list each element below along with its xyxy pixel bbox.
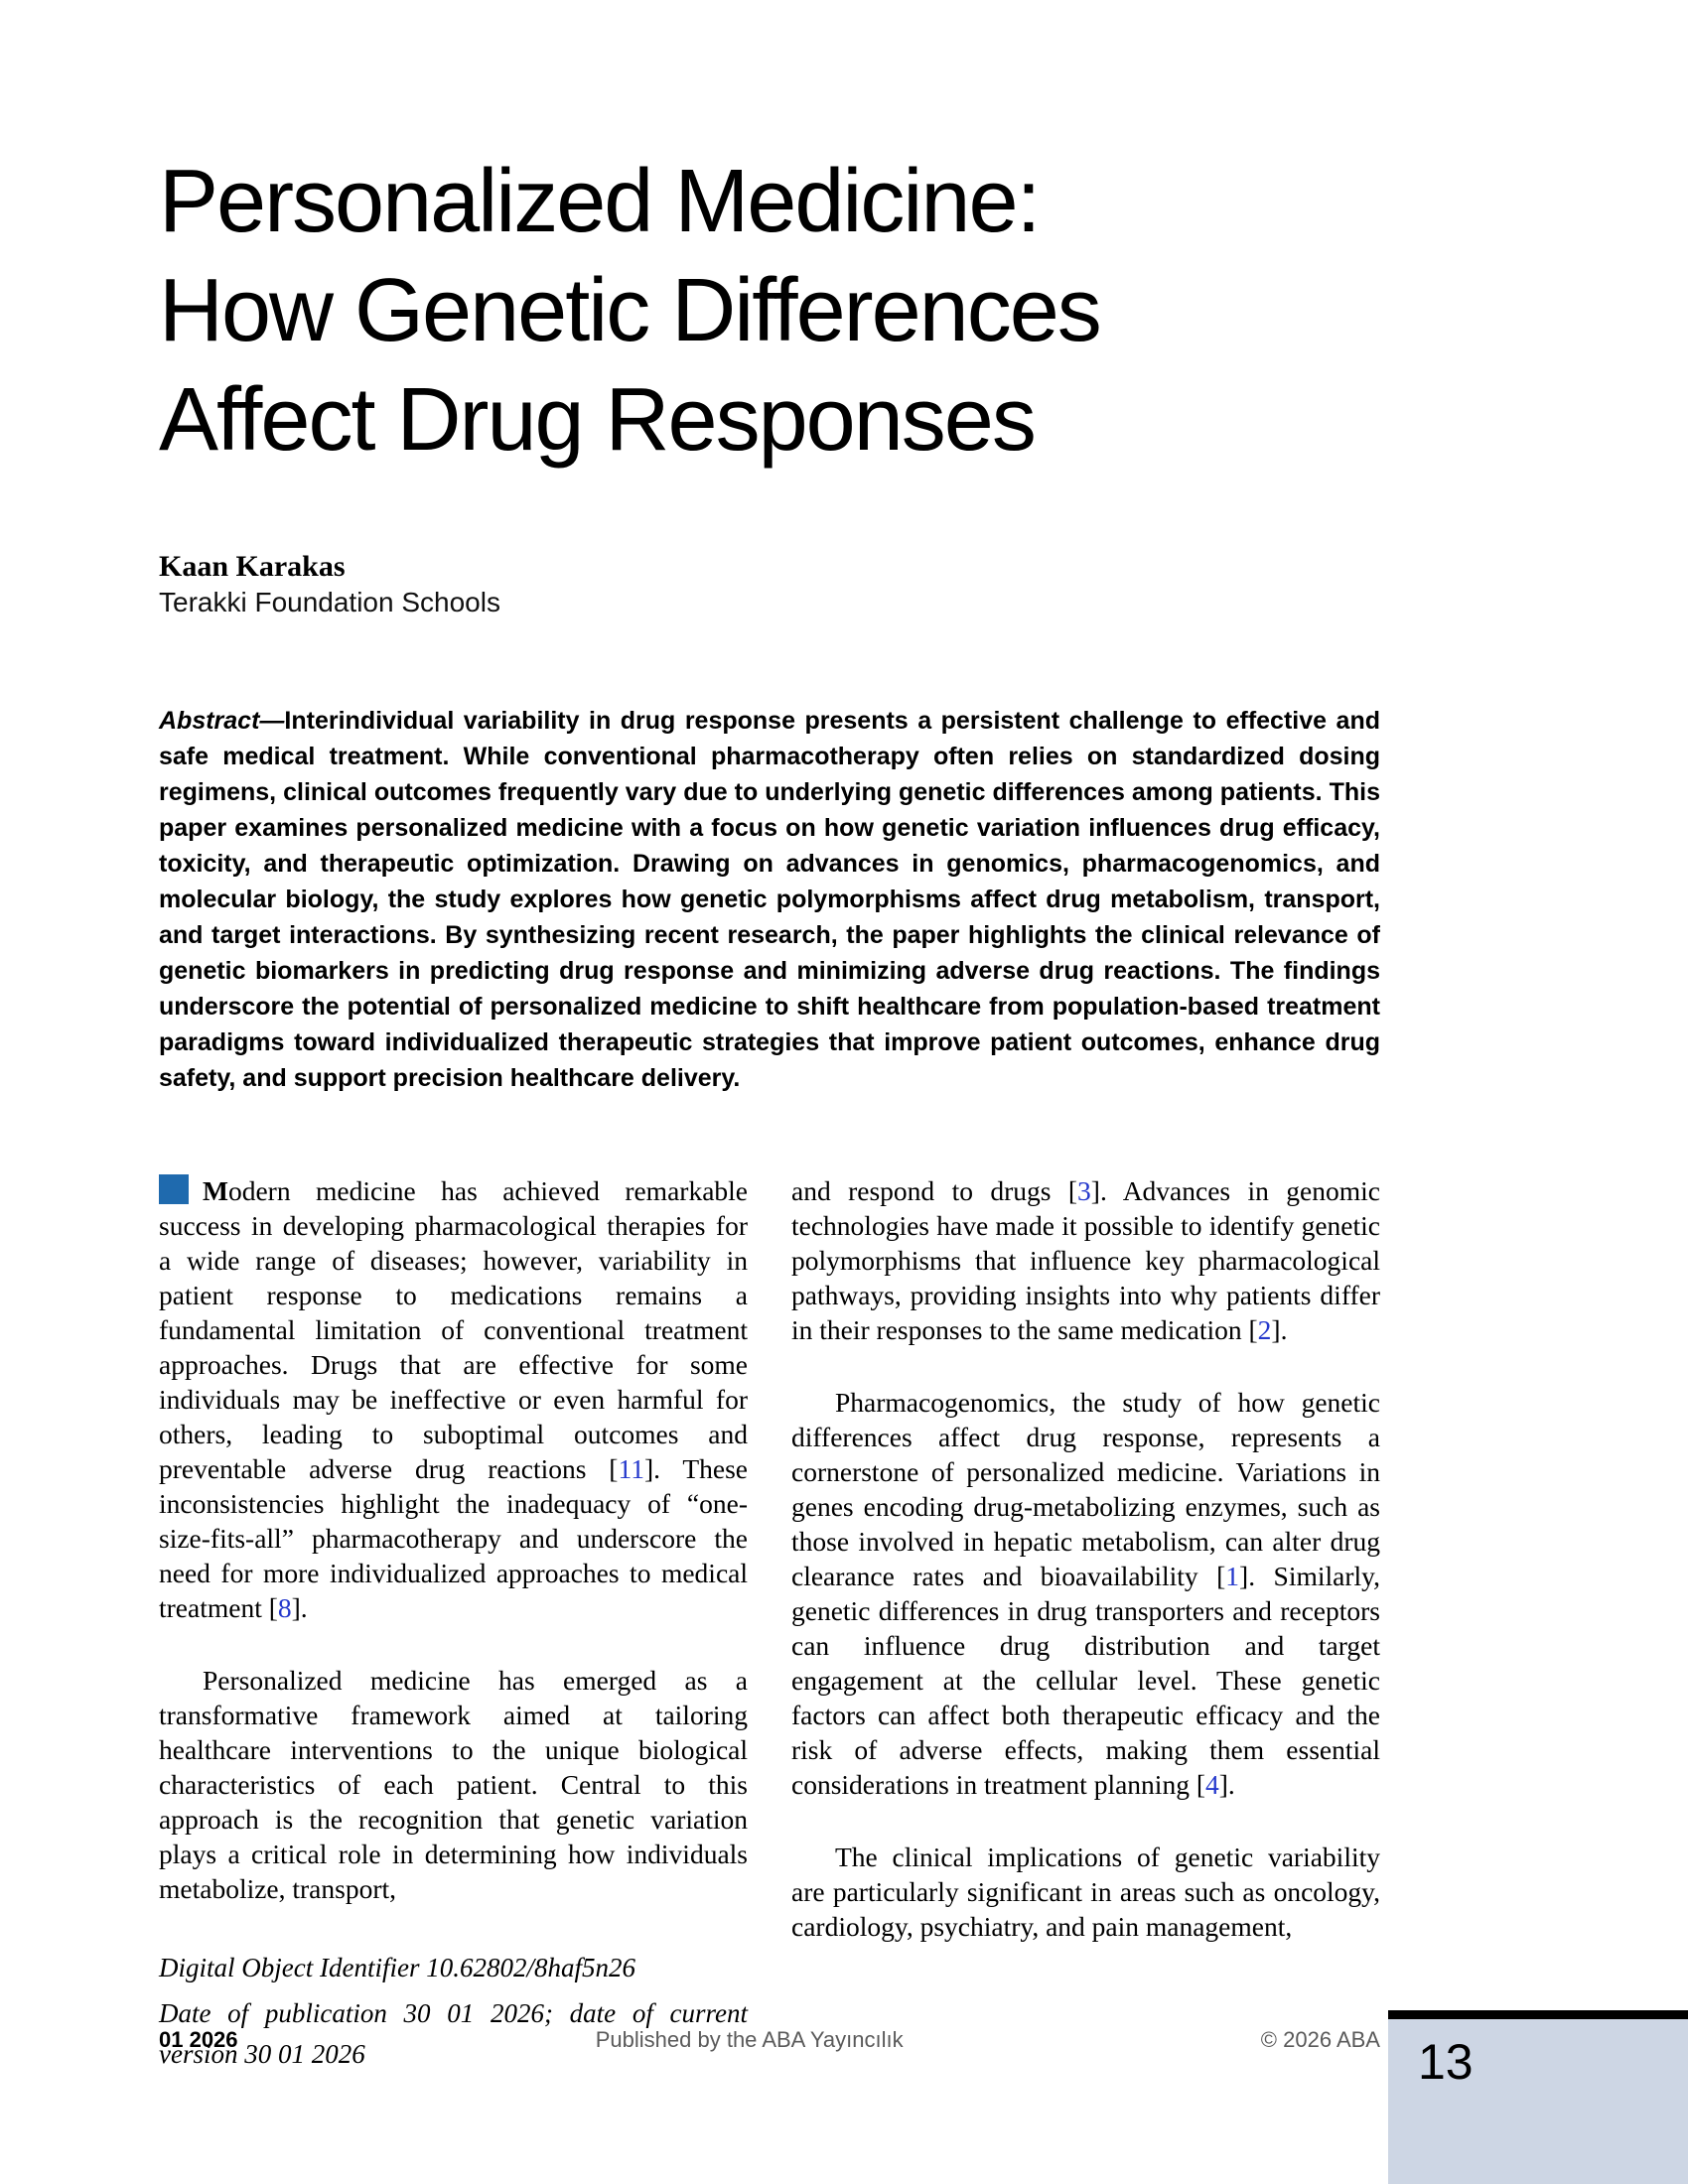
text-segment: and respond to drugs [ xyxy=(791,1175,1078,1206)
body-paragraph: Pharmacogenomics, the study of how genet… xyxy=(791,1385,1380,1802)
body-paragraph: Modern medicine has achieved remarkable … xyxy=(159,1173,748,1625)
paper-content: Personalized Medicine: How Genetic Diffe… xyxy=(159,152,1380,2080)
text-segment: ]. xyxy=(291,1592,308,1623)
abstract-label: Abstract— xyxy=(159,707,285,735)
citation-link[interactable]: 1 xyxy=(1225,1561,1240,1591)
page-number: 13 xyxy=(1418,2034,1474,2090)
text-segment: M xyxy=(203,1175,228,1206)
text-segment: ]. These inconsistencies highlight the i… xyxy=(159,1453,749,1623)
citation-link[interactable]: 3 xyxy=(1077,1175,1091,1206)
abstract: Abstract—Interindividual variability in … xyxy=(159,703,1380,1096)
citation-link[interactable]: 11 xyxy=(618,1453,644,1484)
page-title: Personalized Medicine: How Genetic Diffe… xyxy=(159,152,1102,470)
text-segment: ]. Similarly, genetic differences in dru… xyxy=(791,1561,1380,1800)
abstract-text: Interindividual variability in drug resp… xyxy=(159,707,1380,1092)
right-column: and respond to drugs [3]. Advances in ge… xyxy=(791,1173,1380,2080)
citation-link[interactable]: 8 xyxy=(277,1592,292,1623)
page-number-box: 13 xyxy=(1388,2010,1688,2184)
author-affiliation: Terakki Foundation Schools xyxy=(159,587,500,617)
footer-copyright: © 2026 ABA xyxy=(1260,2027,1380,2052)
body-paragraph: Personalized medicine has emerged as a t… xyxy=(159,1665,748,1904)
body-columns: Modern medicine has achieved remarkable … xyxy=(159,1173,1380,2080)
page-footer: 01 2026 Published by the ABA Yayıncılık … xyxy=(159,2027,1380,2053)
paragraph-text: and respond to drugs [3]. Advances in ge… xyxy=(791,1175,1380,1345)
paragraph-start-marker-icon xyxy=(159,1174,189,1204)
paragraph-text: Modern medicine has achieved remarkable … xyxy=(159,1175,748,1623)
citation-link[interactable]: 2 xyxy=(1257,1314,1272,1345)
footer-publisher: Published by the ABA Yayıncılık xyxy=(595,2027,904,2052)
doi-line: Digital Object Identifier 10.62802/8haf5… xyxy=(159,1953,635,1982)
footer-issue-date: 01 2026 xyxy=(159,2027,238,2052)
text-segment: odern medicine has achieved remarkable s… xyxy=(159,1175,748,1484)
publication-date-line: Date of publication 30 01 2026; date of … xyxy=(159,1998,748,2069)
body-paragraph: The clinical implications of genetic var… xyxy=(791,1842,1380,1942)
first-page-footnote: Digital Object Identifier 10.62802/8haf5… xyxy=(159,1948,748,2075)
author-block: Kaan Karakas Terakki Foundation Schools xyxy=(159,548,1380,619)
body-paragraph: and respond to drugs [3]. Advances in ge… xyxy=(791,1173,1380,1347)
text-segment: Pharmacogenomics, the study of how genet… xyxy=(791,1387,1380,1591)
author-name: Kaan Karakas xyxy=(159,550,346,583)
text-segment: ]. xyxy=(1271,1314,1288,1345)
text-segment: ]. Advances in genomic technologies have… xyxy=(791,1175,1381,1345)
citation-link[interactable]: 4 xyxy=(1204,1769,1219,1800)
left-column: Modern medicine has achieved remarkable … xyxy=(159,1173,748,2080)
text-segment: ]. xyxy=(1218,1769,1235,1800)
paragraph-text: Pharmacogenomics, the study of how genet… xyxy=(791,1387,1380,1800)
